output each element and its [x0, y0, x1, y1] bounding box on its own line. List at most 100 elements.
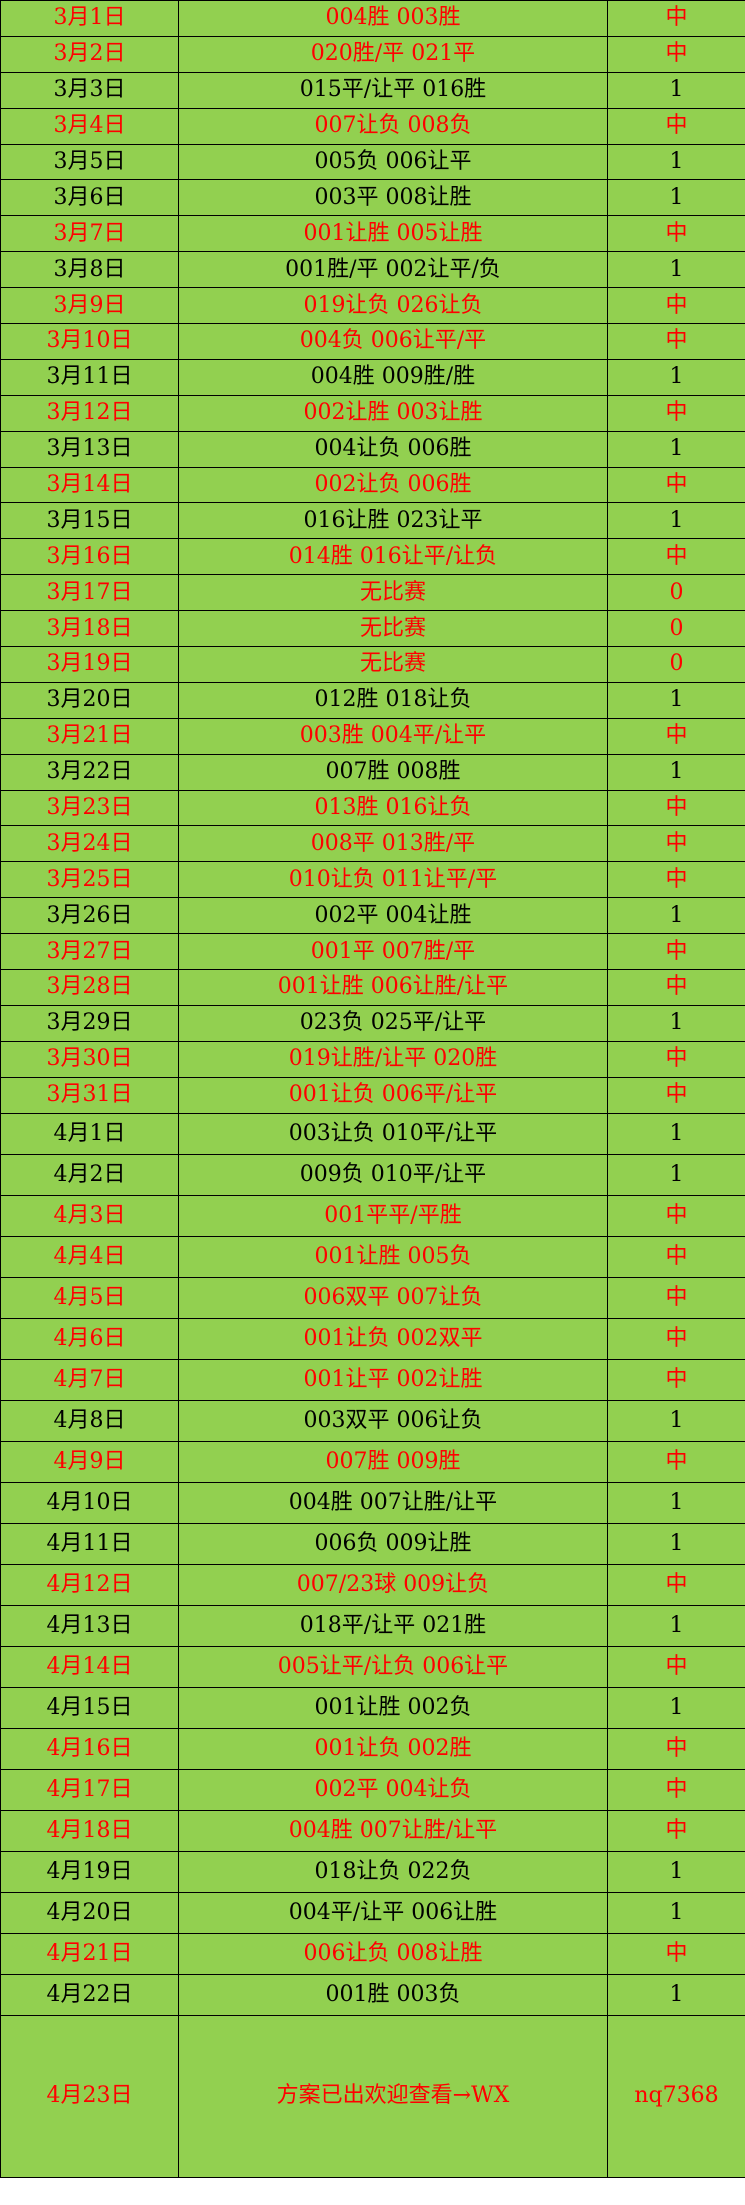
result-cell: 1	[607, 1686, 745, 1729]
result-cell: nq7368	[607, 2014, 745, 2178]
pick-cell: 020胜/平 021平	[178, 35, 608, 73]
date-cell: 3月22日	[0, 753, 179, 791]
pick-cell: 001平平/平胜	[178, 1194, 608, 1237]
table-row: 4月12日 007/23球 009让负中	[0, 1563, 745, 1606]
result-cell: 1	[607, 1399, 745, 1442]
pick-cell: 005负 006让平	[178, 143, 608, 181]
date-cell: 3月14日	[0, 466, 179, 504]
table-row: 3月28日 001让胜 006让胜/让平中	[0, 969, 745, 1006]
table-row: 3月5日 005负 006让平 1	[0, 143, 745, 181]
result-cell: 1	[607, 1481, 745, 1524]
pick-cell: 001让胜 002负	[178, 1686, 608, 1729]
date-cell: 4月22日	[0, 1973, 179, 2016]
date-cell: 3月28日	[0, 969, 179, 1006]
result-cell: 1	[607, 358, 745, 396]
table-row: 4月18日 004胜 007让胜/让平中	[0, 1809, 745, 1852]
table-row: 3月20日 012胜 018让负 1	[0, 681, 745, 719]
result-cell: 1	[607, 1153, 745, 1196]
table-row: 3月10日 004负 006让平/平中	[0, 323, 745, 360]
table-row: 3月27日 001平 007胜/平中	[0, 933, 745, 971]
date-cell: 4月12日	[0, 1563, 179, 1606]
table-row: 3月26日 002平 004让胜 1	[0, 897, 745, 935]
pick-cell: 001胜/平 002让平/负	[178, 251, 608, 289]
date-cell: 4月2日	[0, 1153, 179, 1196]
date-cell: 3月17日	[0, 574, 179, 612]
date-cell: 3月23日	[0, 789, 179, 827]
table-row: 4月16日 001让负 002胜中	[0, 1727, 745, 1770]
table-row: 3月22日 007胜 008胜 1	[0, 753, 745, 791]
date-cell: 3月20日	[0, 681, 179, 719]
date-cell: 4月17日	[0, 1768, 179, 1811]
date-cell: 3月5日	[0, 143, 179, 181]
table-row: 4月2日 009负 010平/让平 1	[0, 1153, 745, 1196]
table-row: 4月10日 004胜 007让胜/让平 1	[0, 1481, 745, 1524]
date-cell: 4月7日	[0, 1358, 179, 1401]
pick-cell: 004胜 007让胜/让平	[178, 1809, 608, 1852]
table-row: 4月20日 004平/让平 006让胜 1	[0, 1891, 745, 1934]
date-cell: 3月27日	[0, 933, 179, 971]
result-cell: 中	[607, 0, 745, 37]
date-cell: 3月8日	[0, 251, 179, 289]
date-cell: 3月12日	[0, 394, 179, 432]
result-cell: 1	[607, 71, 745, 109]
table-row: 4月17日 002平 004让负中	[0, 1768, 745, 1811]
pick-cell: 无比赛	[178, 610, 608, 648]
table-row: 3月14日 002让负 006胜中	[0, 466, 745, 504]
result-cell: 1	[607, 1522, 745, 1565]
result-cell: 中	[607, 1809, 745, 1852]
table-row: 3月4日 007让负 008负中	[0, 107, 745, 145]
table-row: 3月8日 001胜/平 002让平/负 1	[0, 251, 745, 289]
pick-cell: 004胜 009胜/胜	[178, 358, 608, 396]
date-cell: 4月18日	[0, 1809, 179, 1852]
pick-cell: 001让胜 005负	[178, 1235, 608, 1278]
table-row: 4月14日 005让平/让负 006让平中	[0, 1645, 745, 1688]
result-cell: 1	[607, 143, 745, 181]
table-row: 3月24日 008平 013胜/平中	[0, 825, 745, 863]
date-cell: 3月25日	[0, 861, 179, 899]
pick-cell: 无比赛	[178, 574, 608, 612]
result-cell: 1	[607, 1004, 745, 1042]
result-cell: 中	[607, 35, 745, 73]
pick-cell: 007胜 008胜	[178, 753, 608, 791]
result-cell: 0	[607, 610, 745, 648]
table-row: 3月11日 004胜 009胜/胜 1	[0, 358, 745, 396]
date-cell: 4月3日	[0, 1194, 179, 1237]
pick-cell: 002让胜 003让胜	[178, 394, 608, 432]
table-row: 3月21日 003胜 004平/让平中	[0, 717, 745, 755]
result-cell: 中	[607, 825, 745, 863]
date-cell: 4月6日	[0, 1317, 179, 1360]
pick-cell: 003双平 006让负	[178, 1399, 608, 1442]
table-row: 3月9日 019让负 026让负中	[0, 287, 745, 325]
table-row: 3月7日 001让胜 005让胜中	[0, 215, 745, 253]
pick-cell: 004胜 003胜	[178, 0, 608, 37]
table-row: 4月3日 001平平/平胜中	[0, 1194, 745, 1237]
pick-cell: 004让负 006胜	[178, 430, 608, 468]
table-row: 3月1日 004胜 003胜中	[0, 0, 745, 37]
pick-cell: 001平 007胜/平	[178, 933, 608, 971]
result-cell: 1	[607, 1891, 745, 1934]
pick-cell: 010让负 011让平/平	[178, 861, 608, 899]
pick-cell: 001让胜 005让胜	[178, 215, 608, 253]
pick-cell: 019让负 026让负	[178, 287, 608, 325]
table-row: 4月11日 006负 009让胜 1	[0, 1522, 745, 1565]
result-cell: 中	[607, 394, 745, 432]
date-cell: 3月18日	[0, 610, 179, 648]
table-row: 4月19日 018让负 022负 1	[0, 1850, 745, 1893]
date-cell: 3月21日	[0, 717, 179, 755]
table-row: 3月23日 013胜 016让负中	[0, 789, 745, 827]
date-cell: 4月1日	[0, 1112, 179, 1155]
table-row: 4月13日 018平/让平 021胜 1	[0, 1604, 745, 1647]
pick-cell: 004胜 007让胜/让平	[178, 1481, 608, 1524]
result-cell: 中	[607, 215, 745, 253]
date-cell: 4月4日	[0, 1235, 179, 1278]
table-row: 3月30日 019让胜/让平 020胜中	[0, 1040, 745, 1078]
pick-cell: 018平/让平 021胜	[178, 1604, 608, 1647]
table-row: 3月15日 016让胜 023让平 1	[0, 502, 745, 540]
date-cell: 3月13日	[0, 430, 179, 468]
date-cell: 3月2日	[0, 35, 179, 73]
result-cell: 中	[607, 1040, 745, 1078]
pick-cell: 003胜 004平/让平	[178, 717, 608, 755]
table-row: 4月9日 007胜 009胜中	[0, 1440, 745, 1483]
result-cell: 1	[607, 502, 745, 540]
result-cell: 中	[607, 287, 745, 325]
